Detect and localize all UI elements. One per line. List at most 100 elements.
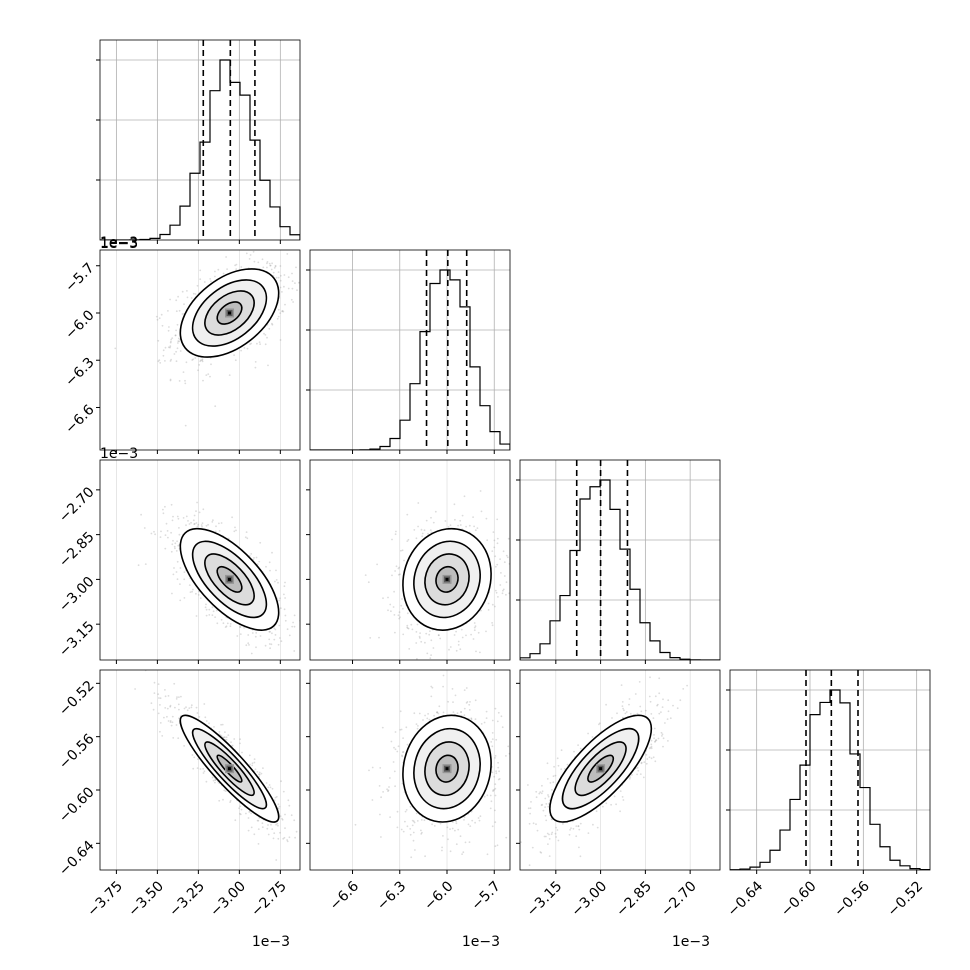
scatter-point [214,530,217,533]
scatter-point [174,706,176,709]
scatter-point [217,268,220,271]
scatter-point [554,774,557,777]
scatter-point [279,831,281,834]
scatter-point [495,591,498,594]
scatter-point [169,721,172,723]
scatter-point [468,703,471,706]
scatter-point [483,795,486,798]
scatter-point [397,745,400,748]
scatter-point [254,366,257,369]
scatter-point [540,804,543,807]
scatter-point [398,566,401,569]
x-tick-label: −3.75 [84,878,126,920]
scatter-point [187,520,189,522]
scatter-point [426,652,429,655]
scatter-point [178,527,180,529]
panel-frame [99,669,301,871]
scatter-point [171,721,174,724]
scatter-point [195,706,198,709]
scatter-point [402,737,404,739]
scatter-point [397,573,400,576]
scatter-point [199,768,202,770]
scatter-point [662,698,664,701]
scatter-point [178,340,181,343]
scatter-point [190,297,193,299]
scatter-point [496,720,499,723]
scatter-point [137,564,140,567]
scatter-point [170,503,173,506]
scatter-point [455,820,457,823]
scatter-point [461,853,463,855]
scatter-point [515,839,517,841]
scatter-point [411,824,414,827]
scatter-point [389,777,391,779]
scatter-point [279,279,282,282]
scatter-point [169,298,172,301]
scatter-point [313,281,315,283]
scatter-point [465,525,467,528]
scatter-point [190,521,193,524]
scatter-point [587,732,589,735]
y-tick-label: −6.6 [62,402,97,437]
scatter-point [161,324,164,327]
scatter-point [273,832,276,835]
scatter-point [402,633,405,636]
scatter-point [175,299,178,302]
scatter-point [183,707,186,710]
scatter-point [225,739,228,741]
scatter-point [203,703,206,705]
scatter-point [275,823,277,826]
scatter-point [406,540,409,542]
scatter-point [170,358,173,361]
scatter-point [277,271,280,273]
scatter-point [382,791,384,793]
scatter-point [174,334,177,337]
scatter-point [202,379,204,382]
scatter-point [491,825,494,828]
scatter-point [646,758,649,760]
scatter-point [185,524,187,527]
scatter-point [485,630,487,633]
scatter-point [177,703,180,706]
scatter-point [263,332,265,335]
scatter-point [457,640,460,643]
scatter-point [491,603,494,606]
scatter-point [448,648,450,651]
scatter-point [269,264,272,267]
scatter-point [184,379,186,382]
scatter-point [177,737,180,740]
scatter-point [418,712,421,715]
scatter-point [451,688,454,690]
scatter-point [205,720,208,722]
scatter-point [400,604,403,607]
scatter-point [397,614,400,617]
scatter-point [415,537,418,540]
scatter-point [470,717,473,720]
scatter-point [288,634,291,637]
scatter-point [301,628,303,630]
scatter-point [416,658,418,660]
scatter-point [623,709,625,712]
scatter-point [444,520,447,522]
scatter-point [170,550,173,553]
scatter-point [240,808,243,811]
scatter-point [502,589,504,592]
scatter-point [516,553,518,555]
scatter-point [399,728,402,731]
scatter-point [406,513,409,516]
scatter-point [251,632,254,634]
scatter-point [172,737,175,739]
scatter-point [392,761,395,763]
scatter-point [275,795,278,798]
scatter-point [216,622,219,625]
scatter-point [213,726,215,728]
scatter-point [222,622,225,625]
scatter-point [175,310,178,313]
scatter-point [494,565,497,568]
scatter-point [575,835,578,838]
scatter-point [274,265,277,268]
scatter-point [157,339,160,342]
scatter-point [158,359,161,361]
scatter-point [176,560,179,563]
scatter-point [483,721,486,724]
